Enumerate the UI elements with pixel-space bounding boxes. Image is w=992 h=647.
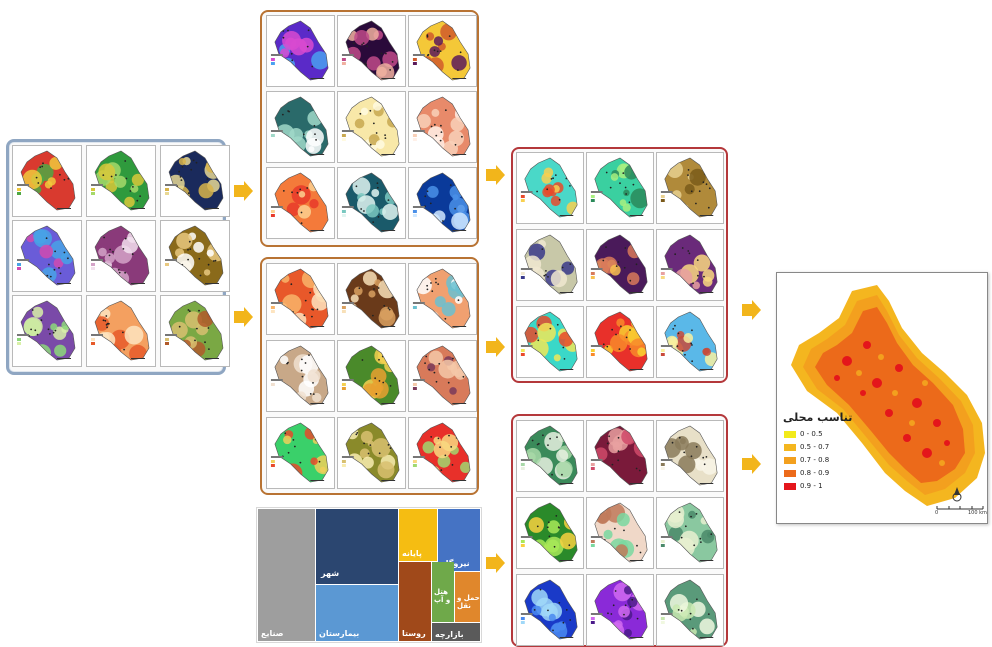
map-thumbnail <box>656 152 724 224</box>
final-suitability-map <box>776 272 988 524</box>
arrow-icon <box>234 307 253 327</box>
map-thumbnail <box>656 229 724 301</box>
map-thumbnail <box>586 420 654 492</box>
treemap-label: بیمارستان <box>319 629 360 638</box>
map-thumbnail <box>266 340 335 412</box>
map-thumbnail <box>656 497 724 569</box>
treemap-label: پایانه <box>402 549 422 558</box>
map-thumbnail <box>656 574 724 646</box>
map-thumbnail <box>408 15 477 87</box>
map-thumbnail <box>160 145 230 217</box>
arrow-icon <box>486 553 505 573</box>
treemap-label: حمل و نقل <box>457 594 480 610</box>
suitability-map-graphic <box>791 285 985 510</box>
map-thumbnail <box>337 340 406 412</box>
treemap-cell: شهر <box>316 509 398 584</box>
treemap-cell: پایانه <box>399 509 437 561</box>
treemap-label: روستا <box>402 629 426 638</box>
arrow-icon <box>742 300 761 320</box>
map-thumbnail <box>516 574 584 646</box>
legend-label: 0.9 - 1 <box>800 482 823 490</box>
treemap-cell: نیروگاه <box>438 509 480 571</box>
legend-title: تناسب محلی <box>783 411 853 424</box>
legend-swatch <box>784 482 796 490</box>
map-thumbnail <box>337 263 406 335</box>
map-thumbnail <box>12 220 82 292</box>
treemap-cell: صنایع <box>258 509 315 641</box>
treemap-label: هتل و آپ <box>434 588 451 604</box>
arrow-icon <box>742 454 761 474</box>
treemap-cell: روستا <box>399 562 431 641</box>
treemap-label: بازارچه <box>435 630 464 639</box>
legend-row: 0.9 - 1 <box>784 482 823 491</box>
map-thumbnail <box>86 220 156 292</box>
map-thumbnail <box>408 263 477 335</box>
legend-swatch <box>784 469 796 477</box>
legend-row: 0.8 - 0.9 <box>784 469 829 478</box>
map-thumbnail <box>12 295 82 367</box>
treemap-label: صنایع <box>261 629 284 638</box>
treemap-cell: بازارچه <box>432 623 480 641</box>
legend-row: 0 - 0.5 <box>784 430 823 439</box>
map-thumbnail <box>516 420 584 492</box>
map-thumbnail <box>266 15 335 87</box>
north-arrow-icon <box>952 487 962 502</box>
legend-label: 0.7 - 0.8 <box>800 456 830 464</box>
treemap-label: نیروگاه <box>441 559 470 568</box>
map-thumbnail <box>337 167 406 239</box>
map-thumbnail <box>516 306 584 378</box>
map-thumbnail <box>337 91 406 163</box>
map-thumbnail <box>516 229 584 301</box>
map-thumbnail <box>160 220 230 292</box>
map-thumbnail <box>266 91 335 163</box>
scale-bar <box>936 506 984 510</box>
map-thumbnail <box>12 145 82 217</box>
map-thumbnail <box>408 167 477 239</box>
treemap-cell: بیمارستان <box>316 585 398 641</box>
arrow-icon <box>486 165 505 185</box>
map-thumbnail <box>408 340 477 412</box>
arrow-icon <box>234 181 253 201</box>
scale-max-label: 100 km <box>968 510 987 516</box>
map-thumbnail <box>656 420 724 492</box>
arrow-icon <box>486 337 505 357</box>
map-thumbnail <box>656 306 724 378</box>
treemap-label: شهر <box>321 569 340 578</box>
map-thumbnail <box>337 15 406 87</box>
map-thumbnail <box>586 229 654 301</box>
legend-swatch <box>784 456 796 464</box>
map-thumbnail <box>266 167 335 239</box>
legend-row: 0.5 - 0.7 <box>784 443 829 452</box>
map-thumbnail <box>586 574 654 646</box>
scale-zero-label: 0 <box>935 510 939 516</box>
legend-row: 0.7 - 0.8 <box>784 456 829 465</box>
map-thumbnail <box>86 145 156 217</box>
legend-swatch <box>784 430 796 438</box>
map-thumbnail <box>586 152 654 224</box>
legend-label: 0.8 - 0.9 <box>800 469 830 477</box>
legend-label: 0 - 0.5 <box>800 430 823 438</box>
legend-label: 0.5 - 0.7 <box>800 443 830 451</box>
map-thumbnail <box>586 306 654 378</box>
map-thumbnail <box>516 152 584 224</box>
map-thumbnail <box>266 263 335 335</box>
legend-swatch <box>784 443 796 451</box>
treemap-cell: حمل و نقل <box>455 572 480 622</box>
map-thumbnail <box>160 295 230 367</box>
map-thumbnail <box>408 91 477 163</box>
map-thumbnail <box>86 295 156 367</box>
map-thumbnail <box>516 497 584 569</box>
map-thumbnail <box>586 497 654 569</box>
map-thumbnail <box>408 417 477 489</box>
map-thumbnail <box>337 417 406 489</box>
map-thumbnail <box>266 417 335 489</box>
criteria-weight-treemap: صنایع شهر بیمارستان پایانه نیروگاه روستا… <box>256 507 482 643</box>
treemap-cell: هتل و آپ <box>432 562 454 622</box>
